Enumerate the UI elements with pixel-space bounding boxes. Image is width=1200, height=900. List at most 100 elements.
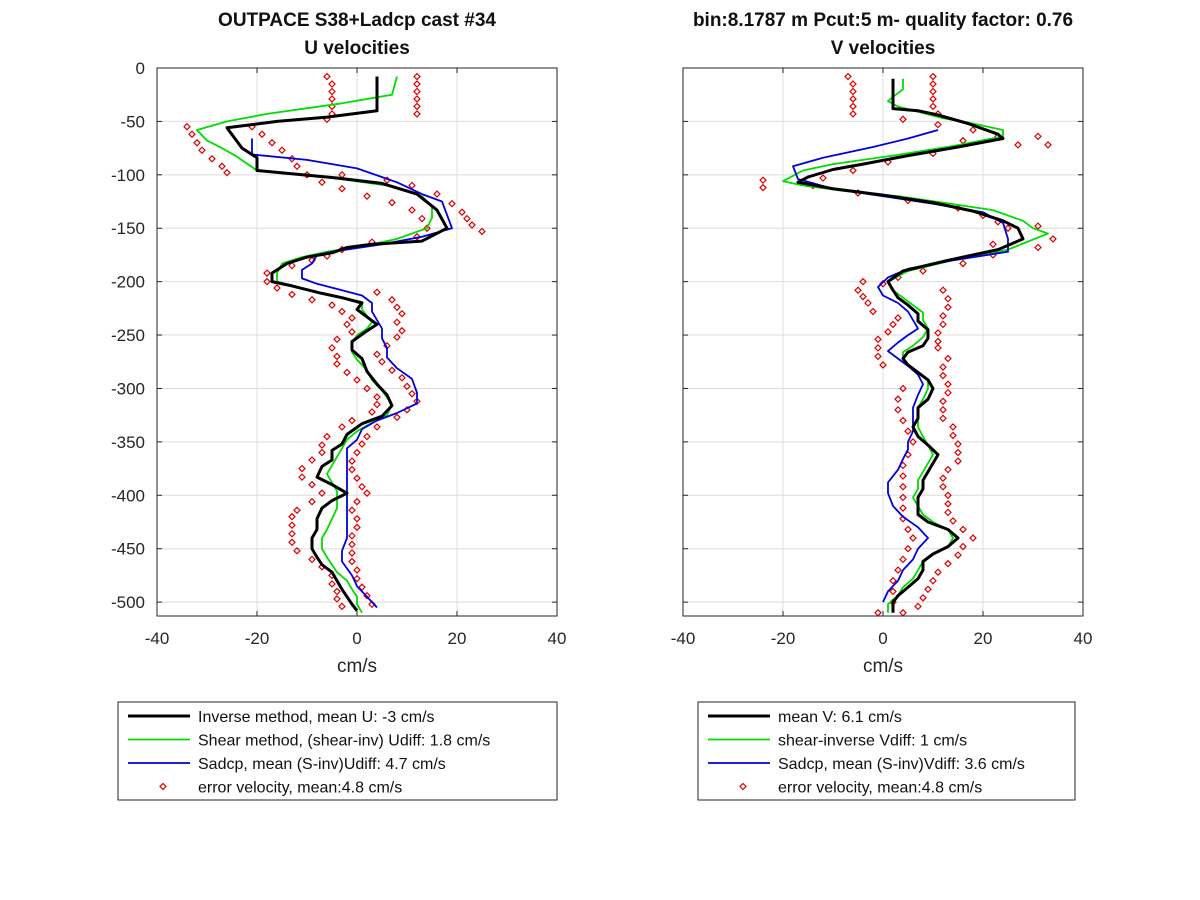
u-series-error-marker <box>353 448 361 457</box>
v-series-error-marker <box>879 279 887 288</box>
u-series-error-marker <box>288 512 296 521</box>
v-series-error-marker <box>934 329 942 337</box>
u-series-error-marker <box>363 489 371 498</box>
u-series-error-marker <box>258 130 266 139</box>
v-series-error-marker <box>914 602 922 611</box>
u-series-error-marker <box>293 506 301 515</box>
v-series-error-marker <box>939 371 947 380</box>
v-series-error-marker <box>929 95 937 103</box>
u-series-error-marker <box>308 456 316 464</box>
u-series-error-marker <box>333 335 341 344</box>
v-x-tick-label: 20 <box>974 629 993 648</box>
u-series-error-marker <box>218 162 226 171</box>
v-series-error-marker <box>954 551 962 559</box>
v-series-error-marker <box>939 286 947 295</box>
u-series-error-marker <box>388 295 396 304</box>
v-series-error-marker <box>859 292 867 301</box>
u-series-error-marker <box>388 366 396 375</box>
u-x-axis-label: cm/s <box>337 656 377 677</box>
u-series-error <box>183 72 486 611</box>
u-x-tick-label: -20 <box>245 629 270 648</box>
u-legend-box <box>117 701 558 801</box>
v-series-error-marker <box>949 423 957 431</box>
u-series-error-marker <box>278 146 286 155</box>
v-series-error-marker <box>944 303 952 312</box>
u-y-tick-label: -350 <box>111 433 145 452</box>
u-series-error-marker <box>463 214 471 223</box>
u-series-error-marker <box>328 87 336 96</box>
v-series-error-marker <box>949 431 957 440</box>
u-series-error-marker <box>328 80 336 88</box>
u-series-error-marker <box>308 480 316 489</box>
u-series-error-marker <box>373 350 381 359</box>
v-series-error-marker <box>929 87 937 96</box>
u-series-error-marker <box>343 320 351 329</box>
u-y-tick-label: -50 <box>120 112 145 131</box>
v-x-tick-label: 40 <box>1074 629 1093 648</box>
u-series-error-marker <box>413 232 421 241</box>
u-y-tick-label: -300 <box>111 379 145 398</box>
u-series-error-marker <box>393 318 401 327</box>
u-series-error-marker <box>298 473 306 481</box>
u-panel-title: OUTPACE S38+Ladcp cast #34 <box>218 10 496 31</box>
v-series-error-marker <box>904 544 912 553</box>
v-legend-inverse-label: mean V: 6.1 cm/s <box>778 709 902 726</box>
v-series-error-marker <box>899 482 907 491</box>
v-legend-error-marker <box>739 782 747 791</box>
v-series-error-marker <box>939 405 947 414</box>
v-x-tick-label: -40 <box>671 629 696 648</box>
u-series-error-marker <box>263 269 271 277</box>
u-legend: Inverse method, mean U: -3 cm/s Shear met… <box>117 701 558 801</box>
v-series-error-marker <box>889 587 897 596</box>
u-series-error-marker <box>333 595 341 603</box>
u-panel-subtitle: U velocities <box>304 38 410 59</box>
v-series-error-marker <box>904 427 912 436</box>
v-series-error-marker <box>874 344 882 352</box>
u-series-error-marker <box>348 540 356 549</box>
v-series-error-marker <box>929 576 937 585</box>
v-legend: mean V: 6.1 cm/s shear-inverse Vdiff: 1 c… <box>697 701 1076 801</box>
v-series-error-marker <box>869 307 877 316</box>
v-series-error-marker <box>889 576 897 585</box>
v-legend-sadcp-label: Sadcp, mean (S-inv)Vdiff: 3.6 cm/s <box>778 756 1025 773</box>
u-series-error-marker <box>398 326 406 335</box>
u-series-error-marker <box>333 587 341 596</box>
u-series-error-marker <box>348 557 356 566</box>
u-series-error-marker <box>183 122 191 131</box>
v-series-error-marker <box>899 493 907 502</box>
u-series-group <box>183 72 486 614</box>
u-series-error-marker <box>348 532 356 540</box>
u-series-error-marker <box>393 303 401 312</box>
v-series-error-marker <box>849 95 857 103</box>
u-series-error-marker <box>348 465 356 474</box>
u-x-tick-label: 0 <box>352 629 361 648</box>
v-legend-shear-label: shear-inverse Vdiff: 1 cm/s <box>778 733 967 750</box>
v-series-error-marker <box>899 472 907 480</box>
v-series-error-marker <box>874 335 882 344</box>
u-series-error-marker <box>373 400 381 409</box>
u-series-error-marker <box>308 555 316 564</box>
u-series-error-marker <box>288 538 296 547</box>
v-series-error-marker <box>849 110 857 118</box>
u-series-error-marker <box>363 192 371 201</box>
u-series-error-marker <box>348 549 356 557</box>
v-series-error-marker <box>939 397 947 406</box>
u-series-error-marker <box>308 497 316 506</box>
v-series-error-marker <box>849 166 857 175</box>
u-x-tick-label: 20 <box>448 629 467 648</box>
u-series-error-marker <box>458 208 466 217</box>
v-series-error-marker <box>949 517 957 525</box>
v-series-error-marker <box>1034 132 1042 141</box>
u-series-error-marker <box>318 178 326 187</box>
u-series-error-marker <box>348 328 356 336</box>
u-series-error-marker <box>353 574 361 583</box>
v-series-error-marker <box>944 465 952 474</box>
v-panel-title: bin:8.1787 m Pcut:5 m- quality factor: 0… <box>693 10 1073 31</box>
v-series-error-marker <box>944 380 952 389</box>
v-x-tick-label: -20 <box>771 629 796 648</box>
u-series-error-marker <box>333 352 341 361</box>
u-series-error-marker <box>308 295 316 304</box>
u-legend-error-marker <box>159 782 167 791</box>
u-series-error-marker <box>363 432 371 441</box>
v-legend-error-label: error velocity, mean:4.8 cm/s <box>778 780 982 797</box>
